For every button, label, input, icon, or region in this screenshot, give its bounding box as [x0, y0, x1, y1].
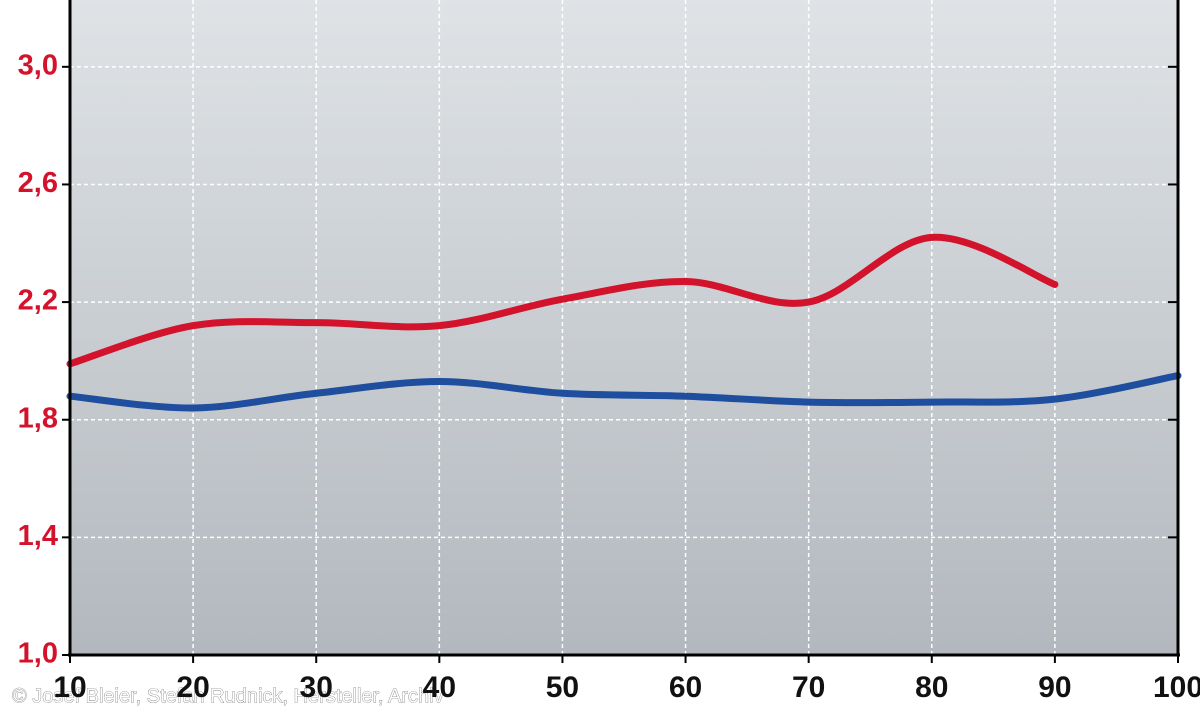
x-tick-label: 20	[176, 671, 209, 704]
series-line	[66, 233, 1059, 368]
x-tick-label: 80	[915, 671, 948, 704]
x-tick-label: 60	[669, 671, 702, 704]
y-tick-label: 1,4	[18, 520, 58, 552]
credit: © Josef Bleier, Stefan Rudnick, Herstell…	[12, 685, 444, 707]
plot-area	[70, 0, 1178, 655]
x-tick-label: 40	[423, 671, 456, 704]
y-tick-label: 1,0	[18, 638, 58, 670]
y-tick-label: 2,6	[18, 167, 58, 199]
x-tick-label: 50	[546, 671, 579, 704]
x-tick-label: 90	[1038, 671, 1071, 704]
x-tick-label: 30	[300, 671, 333, 704]
y-tick-label: 3,0	[18, 49, 58, 81]
x-tick-label: 70	[792, 671, 825, 704]
y-tick-label: 1,8	[18, 402, 58, 434]
series-line	[66, 372, 1182, 412]
x-tick-label: 100	[1153, 671, 1200, 704]
y-tick-label: 2,2	[18, 285, 58, 317]
x-tick-label: 10	[53, 671, 86, 704]
